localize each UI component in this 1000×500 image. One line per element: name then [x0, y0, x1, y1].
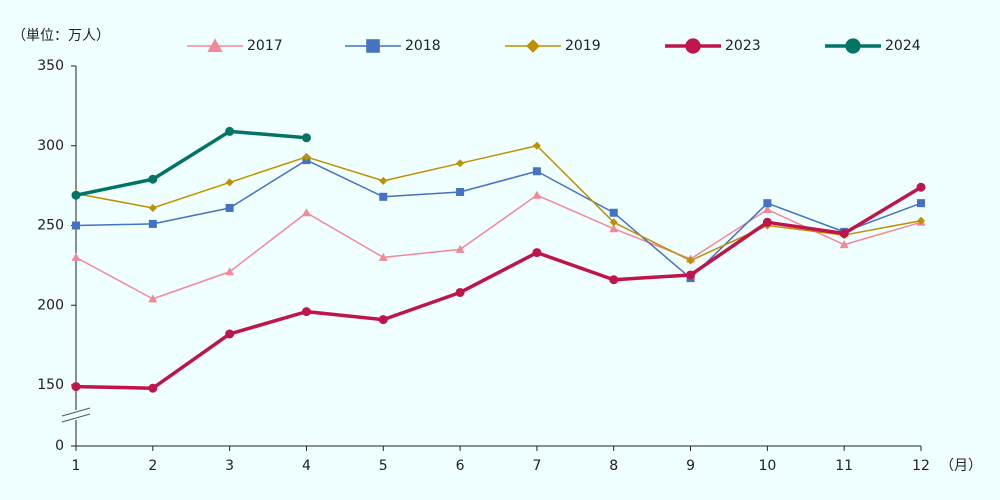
data-point [455, 287, 465, 297]
legend-marker [685, 38, 701, 54]
legend-marker [526, 39, 540, 53]
data-point [148, 203, 157, 212]
data-point [686, 256, 695, 265]
data-point [763, 199, 772, 208]
axis-break [61, 413, 91, 423]
y-tick-label: 250 [37, 218, 64, 234]
data-point [301, 133, 311, 143]
data-point [301, 208, 311, 217]
data-point [762, 205, 772, 214]
x-tick-label: 7 [532, 458, 541, 474]
data-point [378, 315, 388, 325]
data-point [916, 182, 926, 192]
legend-label: 2023 [725, 38, 761, 54]
data-point [532, 248, 542, 258]
x-tick-label: 1 [72, 458, 81, 474]
data-point [455, 244, 465, 253]
legend-label: 2018 [405, 38, 441, 54]
data-point [532, 167, 541, 176]
legend-label: 2017 [247, 38, 283, 54]
series-line [75, 159, 922, 279]
data-point [71, 252, 81, 261]
series-line [75, 145, 922, 262]
data-point [839, 228, 849, 238]
series-line [75, 185, 922, 390]
data-point [379, 192, 388, 201]
data-point [609, 218, 618, 227]
legend-marker [845, 38, 861, 54]
data-point [225, 178, 234, 187]
data-point [71, 382, 81, 392]
data-point [225, 203, 234, 212]
y-tick-label: 200 [37, 297, 64, 313]
data-point [609, 208, 618, 217]
data-point [225, 329, 235, 339]
data-point [148, 383, 158, 393]
data-point [917, 199, 925, 208]
data-point [301, 307, 311, 317]
x-tick-label: 3 [225, 458, 234, 474]
data-point [456, 188, 465, 197]
x-tick-label: 6 [456, 458, 465, 474]
data-point [225, 267, 235, 276]
data-point [917, 216, 925, 225]
series-line [75, 194, 922, 300]
legend-label: 2024 [885, 38, 921, 54]
series-line [75, 129, 307, 197]
data-point [686, 270, 696, 280]
data-point [839, 240, 849, 249]
data-point [302, 152, 311, 161]
data-point [456, 159, 465, 168]
x-tick-label: 11 [835, 458, 853, 474]
data-point [532, 141, 541, 150]
data-point [532, 190, 542, 199]
y-tick-label: 0 [55, 438, 64, 454]
data-point [148, 219, 157, 228]
axis-break [61, 407, 91, 417]
data-point [609, 224, 619, 233]
x-unit-label: （月） [940, 458, 982, 474]
x-tick-label: 5 [379, 458, 388, 474]
x-tick-label: 12 [912, 458, 930, 474]
x-tick-label: 4 [302, 458, 311, 474]
data-point [762, 217, 772, 227]
data-point [72, 221, 80, 230]
x-tick-label: 2 [148, 458, 157, 474]
y-tick-label: 300 [37, 138, 64, 154]
data-point [609, 275, 619, 285]
data-point [378, 252, 388, 261]
x-tick-label: 9 [686, 458, 695, 474]
x-tick-label: 8 [609, 458, 618, 474]
legend-label: 2019 [565, 38, 601, 54]
data-point [71, 190, 81, 200]
x-tick-label: 10 [758, 458, 776, 474]
legend-marker [366, 39, 380, 53]
y-tick-label: 150 [37, 377, 64, 393]
axis-break-gap [62, 410, 82, 420]
y-unit-label: （単位：万人） [12, 28, 110, 44]
y-tick-label: 350 [37, 58, 64, 74]
data-point [148, 294, 158, 303]
legend-marker [207, 38, 223, 52]
data-point [148, 174, 158, 184]
data-point [379, 176, 388, 185]
data-point [225, 126, 235, 136]
